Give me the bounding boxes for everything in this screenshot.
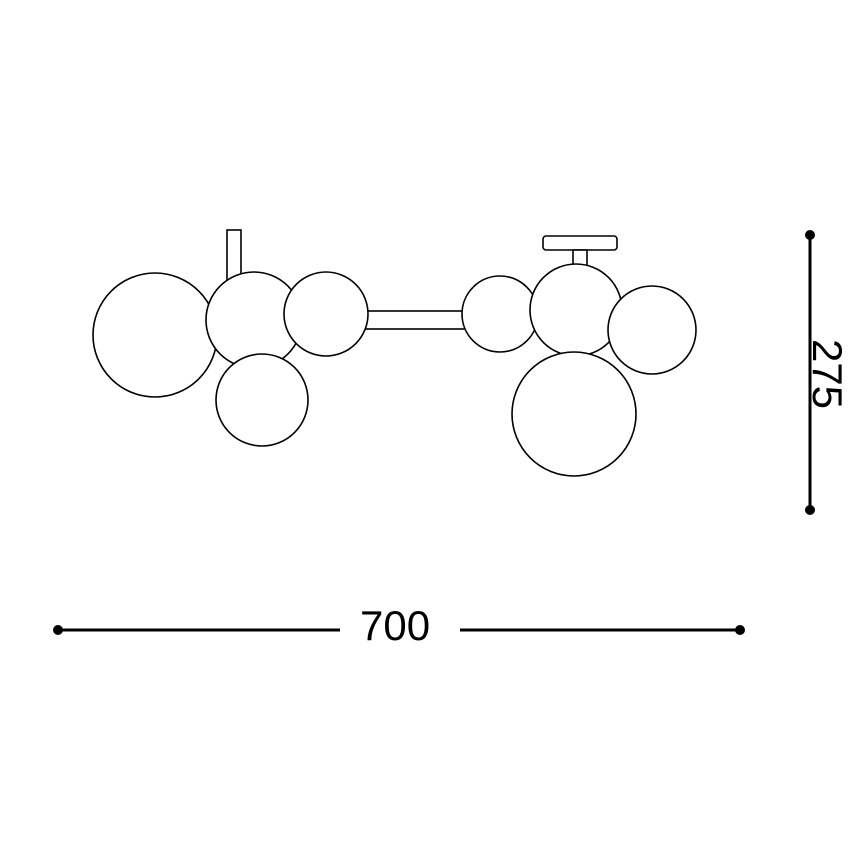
height-dimension-label: 275 — [803, 339, 851, 409]
technical-drawing: 700 275 — [0, 0, 868, 868]
width-dimension-label: 700 — [360, 602, 430, 650]
fixture-diagram — [0, 0, 868, 868]
